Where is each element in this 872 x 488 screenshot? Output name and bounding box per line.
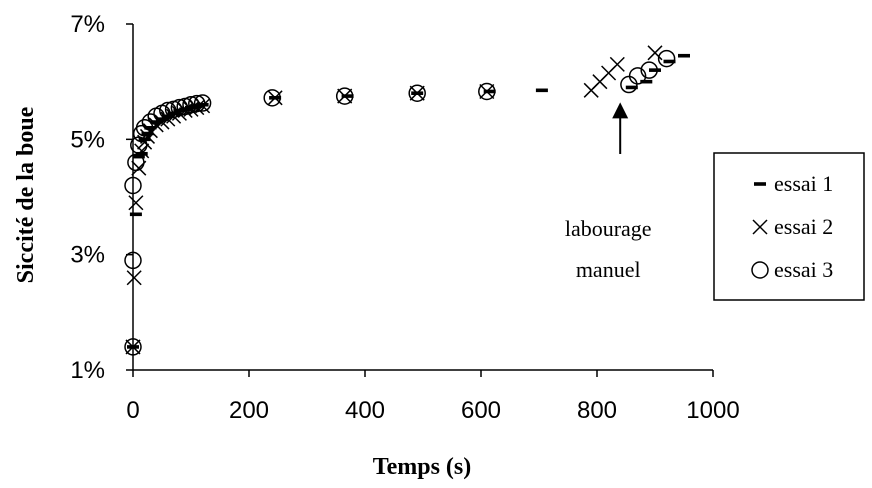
data-point bbox=[196, 102, 209, 107]
data-point bbox=[159, 101, 177, 120]
x-tick-label: 200 bbox=[229, 397, 269, 424]
axes: 0 200 400 600 800 1000 1% 3% 5% 7% bbox=[70, 11, 739, 424]
data-points bbox=[124, 45, 690, 356]
data-point bbox=[127, 153, 145, 172]
annotation-label-line2: manuel bbox=[576, 257, 641, 282]
data-point bbox=[341, 94, 354, 98]
y-tick-label: 7% bbox=[70, 11, 105, 38]
legend-box bbox=[713, 152, 865, 301]
data-point bbox=[124, 338, 142, 356]
data-point bbox=[126, 270, 142, 286]
legend-marker bbox=[754, 182, 766, 186]
data-point bbox=[479, 83, 495, 100]
marker-stroke bbox=[752, 219, 768, 235]
annotation: labourage manuel bbox=[565, 102, 652, 282]
data-point bbox=[647, 45, 663, 61]
x-tick-label: 400 bbox=[345, 397, 385, 424]
data-point bbox=[135, 119, 154, 137]
data-point bbox=[628, 67, 647, 85]
x-tick-label: 1000 bbox=[686, 397, 739, 424]
data-point bbox=[124, 251, 142, 270]
legend-label: essai 3 bbox=[774, 257, 833, 282]
data-point bbox=[335, 87, 354, 105]
legend-label: essai 1 bbox=[774, 171, 833, 196]
x-tick-label: 800 bbox=[577, 397, 617, 424]
data-point bbox=[409, 85, 425, 101]
data-point bbox=[135, 151, 148, 156]
annotation-arrow-head bbox=[612, 102, 629, 119]
data-point bbox=[640, 79, 653, 84]
data-point bbox=[125, 339, 141, 355]
marker-stroke bbox=[479, 83, 495, 100]
y-tick-label: 3% bbox=[70, 242, 105, 269]
data-point bbox=[132, 154, 145, 159]
marker-stroke bbox=[126, 270, 142, 286]
x-tick-label: 600 bbox=[461, 397, 501, 424]
data-point bbox=[337, 88, 353, 104]
marker-stroke bbox=[409, 85, 425, 101]
marker-stroke bbox=[267, 90, 283, 106]
series-essai-3 bbox=[124, 49, 676, 356]
data-point bbox=[535, 88, 548, 93]
data-point bbox=[144, 126, 157, 130]
data-point bbox=[182, 95, 200, 114]
y-axis-title: Siccité de la boue bbox=[13, 106, 39, 283]
data-point bbox=[649, 68, 661, 72]
series-essai-1 bbox=[127, 53, 690, 349]
data-point bbox=[478, 82, 496, 101]
data-point bbox=[193, 94, 212, 112]
data-point bbox=[263, 89, 281, 107]
data-point bbox=[408, 84, 426, 102]
data-point bbox=[625, 85, 638, 90]
data-point bbox=[170, 98, 189, 117]
marker-stroke bbox=[609, 56, 625, 72]
marker-stroke bbox=[128, 195, 144, 211]
data-point bbox=[483, 89, 496, 94]
data-point bbox=[663, 59, 676, 64]
x-tick-label: 0 bbox=[126, 397, 139, 424]
marker-stroke bbox=[337, 88, 353, 104]
legend: essai 1 essai 2 essai 3 bbox=[713, 152, 865, 301]
y-tick-label: 1% bbox=[70, 357, 105, 384]
data-point bbox=[150, 120, 163, 124]
data-point bbox=[657, 49, 676, 68]
marker-stroke bbox=[195, 98, 211, 114]
data-point bbox=[141, 113, 160, 131]
y-tick-label: 5% bbox=[70, 126, 105, 153]
data-point bbox=[609, 56, 625, 72]
x-axis-title: Temps (s) bbox=[373, 454, 471, 480]
legend-label: essai 2 bbox=[774, 214, 833, 239]
annotation-label-line1: labourage bbox=[565, 216, 652, 241]
marker-stroke bbox=[647, 45, 663, 61]
legend-marker bbox=[751, 261, 769, 279]
data-point bbox=[130, 136, 148, 154]
data-point bbox=[678, 53, 690, 58]
data-point bbox=[188, 94, 206, 113]
marker-stroke bbox=[125, 339, 141, 355]
legend-marker bbox=[752, 219, 768, 235]
data-point bbox=[124, 176, 142, 195]
series-essai-2 bbox=[125, 45, 663, 355]
data-point bbox=[267, 90, 283, 106]
data-point bbox=[620, 75, 638, 94]
data-point bbox=[128, 195, 144, 211]
data-point bbox=[640, 61, 658, 79]
data-point bbox=[129, 212, 142, 217]
